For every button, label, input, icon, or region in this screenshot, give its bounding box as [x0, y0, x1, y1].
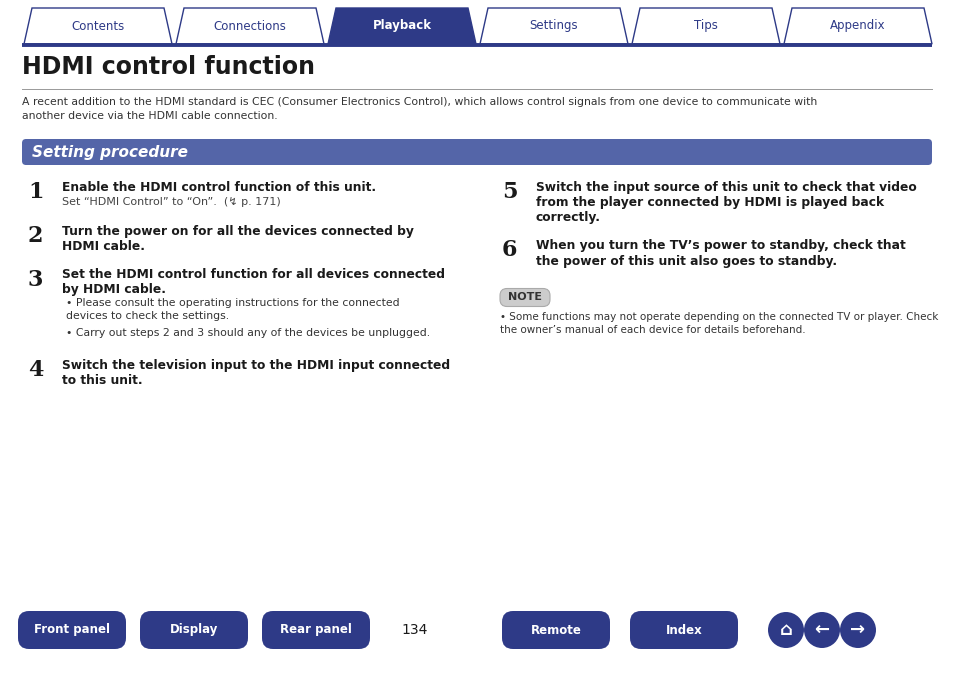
- Text: Display: Display: [170, 623, 218, 637]
- Text: NOTE: NOTE: [507, 293, 541, 302]
- Text: Switch the television input to the HDMI input connected
to this unit.: Switch the television input to the HDMI …: [62, 359, 450, 387]
- Text: 5: 5: [501, 181, 517, 203]
- Text: Set the HDMI control function for all devices connected
by HDMI cable.: Set the HDMI control function for all de…: [62, 269, 444, 297]
- Text: Set “HDMI Control” to “On”.  (↯ p. 171): Set “HDMI Control” to “On”. (↯ p. 171): [62, 197, 280, 207]
- Text: Index: Index: [665, 623, 701, 637]
- Polygon shape: [783, 8, 931, 44]
- Text: Switch the input source of this unit to check that video
from the player connect: Switch the input source of this unit to …: [536, 181, 916, 224]
- FancyBboxPatch shape: [629, 611, 738, 649]
- Text: ⌂: ⌂: [779, 621, 792, 639]
- Text: 3: 3: [28, 269, 43, 291]
- Text: Playback: Playback: [372, 20, 431, 32]
- Text: When you turn the TV’s power to standby, check that
the power of this unit also : When you turn the TV’s power to standby,…: [536, 240, 904, 267]
- Text: Turn the power on for all the devices connected by
HDMI cable.: Turn the power on for all the devices co…: [62, 225, 414, 254]
- FancyBboxPatch shape: [501, 611, 609, 649]
- Text: Setting procedure: Setting procedure: [32, 145, 188, 160]
- Polygon shape: [631, 8, 780, 44]
- Text: 1: 1: [28, 181, 44, 203]
- FancyBboxPatch shape: [22, 139, 931, 165]
- Polygon shape: [175, 8, 324, 44]
- Text: 134: 134: [401, 623, 428, 637]
- Text: →: →: [849, 621, 864, 639]
- Text: Appendix: Appendix: [829, 20, 885, 32]
- Text: ←: ←: [814, 621, 829, 639]
- Text: Rear panel: Rear panel: [280, 623, 352, 637]
- FancyBboxPatch shape: [262, 611, 370, 649]
- Text: A recent addition to the HDMI standard is CEC (Consumer Electronics Control), wh: A recent addition to the HDMI standard i…: [22, 97, 817, 121]
- Text: Contents: Contents: [71, 20, 125, 32]
- Text: • Please consult the operating instructions for the connected
devices to check t: • Please consult the operating instructi…: [66, 297, 399, 321]
- FancyBboxPatch shape: [140, 611, 248, 649]
- Circle shape: [767, 612, 803, 648]
- Text: • Some functions may not operate depending on the connected TV or player. Check
: • Some functions may not operate dependi…: [499, 312, 938, 334]
- Text: 6: 6: [501, 240, 517, 262]
- Text: Tips: Tips: [694, 20, 718, 32]
- Text: 2: 2: [28, 225, 44, 248]
- Polygon shape: [24, 8, 172, 44]
- Text: Connections: Connections: [213, 20, 286, 32]
- Text: • Carry out steps 2 and 3 should any of the devices be unplugged.: • Carry out steps 2 and 3 should any of …: [66, 328, 430, 337]
- Polygon shape: [479, 8, 627, 44]
- Text: Front panel: Front panel: [34, 623, 110, 637]
- FancyBboxPatch shape: [18, 611, 126, 649]
- Text: 4: 4: [28, 359, 43, 381]
- Text: Settings: Settings: [529, 20, 578, 32]
- Text: HDMI control function: HDMI control function: [22, 55, 314, 79]
- Circle shape: [803, 612, 840, 648]
- Polygon shape: [328, 8, 476, 44]
- Text: Remote: Remote: [530, 623, 580, 637]
- Circle shape: [840, 612, 875, 648]
- Text: Enable the HDMI control function of this unit.: Enable the HDMI control function of this…: [62, 181, 375, 194]
- FancyBboxPatch shape: [499, 289, 550, 306]
